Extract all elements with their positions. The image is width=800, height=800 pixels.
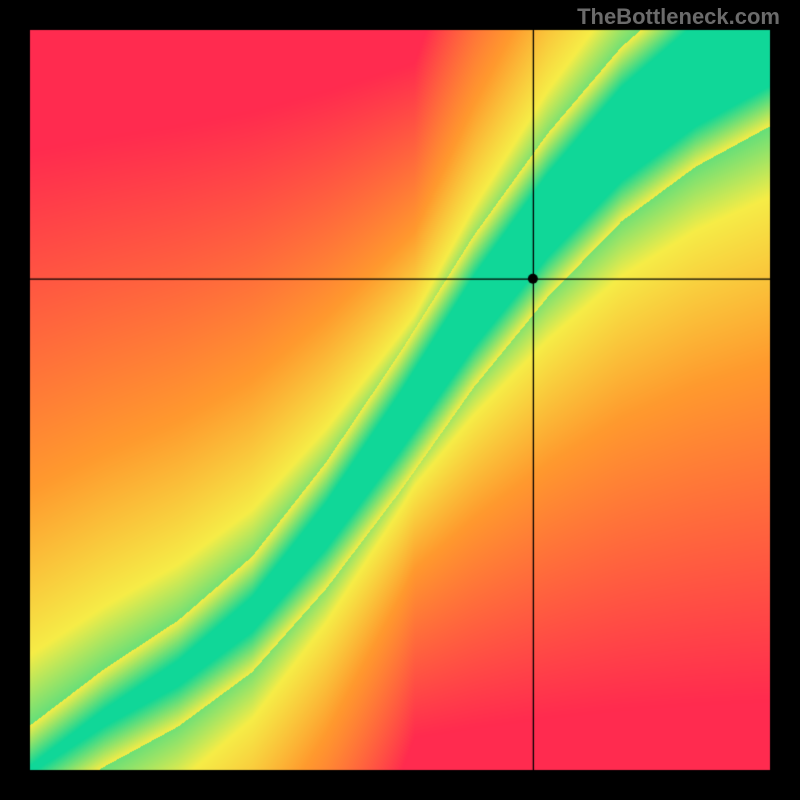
- bottleneck-heatmap: [0, 0, 800, 800]
- watermark-text: TheBottleneck.com: [577, 4, 780, 30]
- chart-container: TheBottleneck.com: [0, 0, 800, 800]
